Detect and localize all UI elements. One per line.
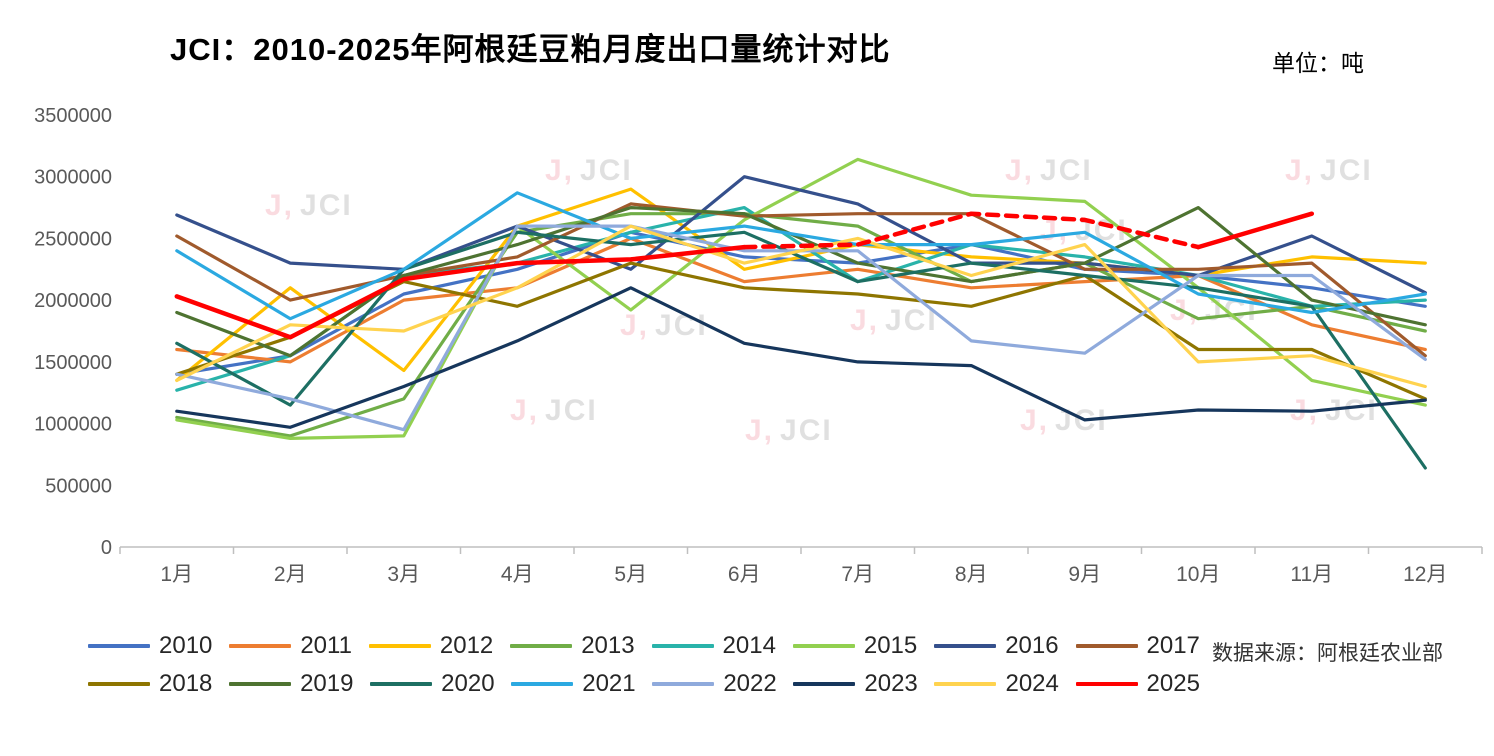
x-axis-tick-label: 12月 (1403, 563, 1447, 586)
jci-watermark: J, JCI (745, 414, 833, 447)
legend-swatch-2016 (934, 644, 997, 648)
legend-label-2015: 2015 (863, 632, 918, 659)
legend-item-2017: 2017 (1075, 632, 1200, 660)
y-axis-tick-label: 3000000 (34, 167, 112, 189)
jci-watermark: J, JCI (1285, 154, 1373, 187)
x-axis-tick-label: 11月 (1290, 563, 1333, 586)
line-plot: J, JCI J, JCI J, JCI J, JCI J, JCI J, JCI J, JCI J, JCI… (34, 105, 1483, 586)
x-axis-tick-label: 1月 (160, 563, 193, 586)
legend-swatch-2015 (792, 644, 855, 648)
series-line-2017 (175, 202, 1427, 358)
legend-item-2024: 2024 (934, 670, 1059, 698)
x-axis-tick-label: 2月 (274, 563, 307, 586)
legend-swatch-2024 (934, 682, 997, 686)
legend-swatch-2025 (1075, 682, 1138, 686)
legend-label-2025: 2025 (1146, 670, 1200, 697)
series-line-2021 (175, 191, 1427, 321)
legend-label-2013: 2013 (581, 632, 635, 659)
legend-swatch-2013 (510, 644, 573, 648)
legend-item-2016: 2016 (934, 632, 1059, 660)
series-line-2019 (175, 205, 1427, 358)
series-line-2023 (175, 286, 1427, 429)
legend-item-2022: 2022 (652, 670, 777, 698)
jci-watermark: J, JCI (620, 309, 708, 342)
legend-swatch-2012 (368, 644, 431, 648)
legend-label-2019: 2019 (300, 670, 354, 697)
legend-item-2025: 2025 (1075, 670, 1200, 698)
legend-item-2019: 2019 (229, 670, 353, 698)
series-line-2010 (175, 230, 1427, 376)
legend-item-2014: 2014 (651, 632, 776, 660)
legend-label-2012: 2012 (439, 632, 494, 659)
legend-row: 2018 2019 2020 2021 2022 2023 2024 2025 (88, 670, 1200, 698)
legend-label-2022: 2022 (723, 670, 777, 697)
legend-item-2013: 2013 (510, 632, 635, 660)
y-axis-tick-label: 3500000 (34, 105, 112, 127)
legend-item-2021: 2021 (511, 670, 636, 698)
jci-watermark: J, JCI (510, 394, 598, 427)
legend-row: 2010 2011 2012 2013 2014 2015 2016 2017 (88, 632, 1200, 660)
jci-watermark: J, JCI (850, 304, 938, 337)
legend-swatch-2014 (651, 644, 714, 648)
x-axis-tick-label: 10月 (1176, 563, 1220, 586)
x-axis-tick-label: 4月 (501, 563, 534, 586)
legend-item-2020: 2020 (370, 670, 495, 698)
legend-item-2012: 2012 (368, 632, 494, 660)
legend: 2010 2011 2012 2013 2014 2015 2016 2017 2018 2019… (88, 632, 1200, 698)
x-axis-tick-label: 8月 (955, 563, 988, 586)
legend-swatch-2018 (88, 682, 150, 686)
x-axis-tick-label: 5月 (614, 563, 647, 586)
legend-item-2018: 2018 (88, 670, 212, 698)
jci-watermark: J, JCI (545, 154, 633, 187)
series-line-2020 (175, 230, 1427, 470)
legend-swatch-2021 (511, 682, 574, 686)
legend-swatch-2023 (793, 682, 856, 686)
x-axis-tick-label: 6月 (728, 563, 761, 586)
legend-item-2010: 2010 (88, 632, 212, 660)
series-line-2025 (1196, 211, 1315, 250)
y-axis-tick-label: 0 (101, 537, 112, 559)
legend-label-2014: 2014 (722, 632, 776, 659)
y-axis-tick-label: 500000 (45, 475, 112, 497)
series-line-2011 (175, 236, 1427, 364)
legend-label-2010: 2010 (159, 632, 213, 659)
jci-watermark: J, JCI (1005, 154, 1093, 187)
x-axis-tick-label: 3月 (387, 563, 420, 586)
unit-label: 单位：吨 (1272, 50, 1364, 76)
legend-label-2020: 2020 (441, 670, 495, 697)
legend-swatch-2017 (1075, 644, 1138, 648)
legend-swatch-2019 (229, 682, 292, 686)
y-axis-tick-label: 1500000 (34, 352, 112, 374)
legend-label-2011: 2011 (300, 632, 352, 659)
chart-title: JCI：2010-2025年阿根廷豆粕月度出口量统计对比 (170, 32, 891, 67)
jci-watermark: J, JCI (265, 189, 353, 222)
legend-label-2016: 2016 (1005, 632, 1059, 659)
legend-swatch-2011 (229, 644, 292, 648)
legend-item-2011: 2011 (229, 632, 352, 660)
data-source-note: 数据来源：阿根廷农业部 (1212, 642, 1443, 665)
legend-swatch-2022 (652, 682, 715, 686)
x-axis-tick-label: 9月 (1068, 563, 1101, 586)
x-axis-tick-label: 7月 (841, 563, 874, 586)
series-line-2024 (175, 224, 1427, 389)
legend-label-2021: 2021 (582, 670, 636, 697)
legend-label-2023: 2023 (864, 670, 918, 697)
legend-item-2015: 2015 (792, 632, 918, 660)
legend-label-2024: 2024 (1005, 670, 1059, 697)
legend-swatch-2020 (370, 682, 433, 686)
legend-item-2023: 2023 (793, 670, 918, 698)
series-line-2025 (742, 211, 1201, 250)
series-line-2013 (175, 212, 1427, 438)
y-axis-tick-label: 2000000 (34, 290, 112, 312)
y-axis-tick-label: 1000000 (34, 414, 112, 436)
legend-label-2018: 2018 (159, 670, 213, 697)
y-axis-tick-label: 2500000 (34, 228, 112, 250)
legend-label-2017: 2017 (1146, 632, 1200, 659)
legend-swatch-2010 (88, 644, 150, 648)
series-line-2025 (174, 244, 747, 340)
